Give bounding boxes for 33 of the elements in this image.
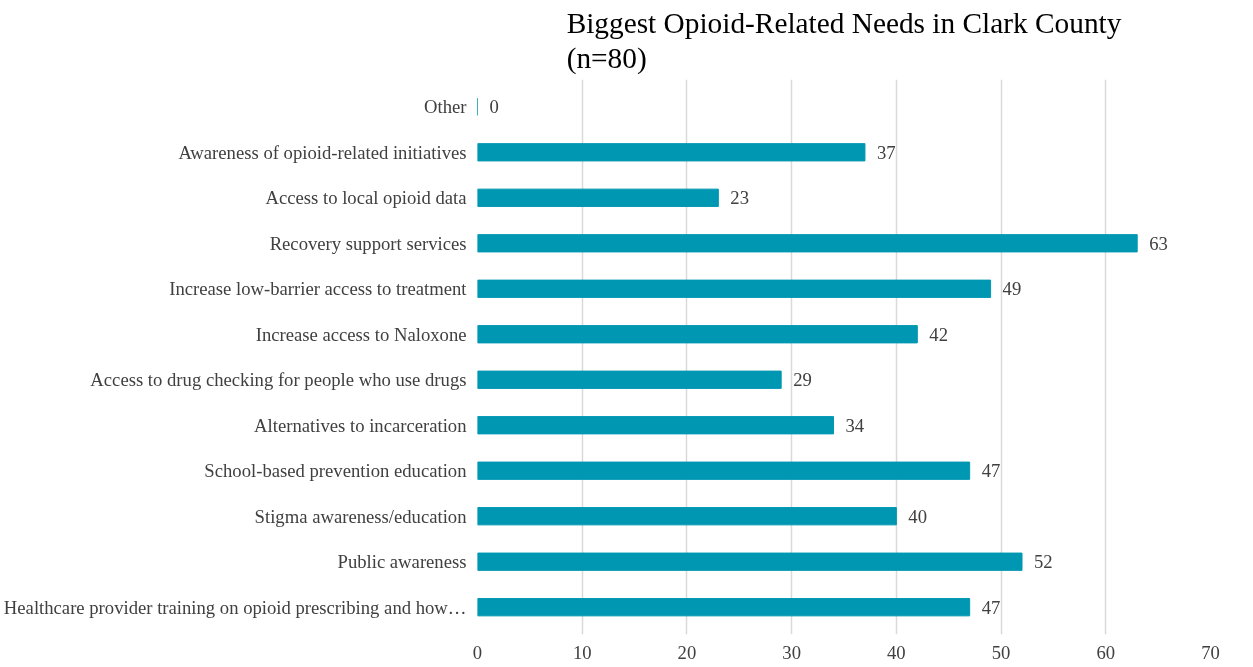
y-tick-label: Alternatives to incarceration — [254, 414, 468, 436]
data-label: 63 — [1149, 232, 1168, 254]
data-label: 52 — [1034, 551, 1053, 573]
x-tick-label: 60 — [1096, 641, 1116, 663]
y-tick-label: Stigma awareness/education — [254, 505, 468, 527]
data-label: 49 — [1002, 278, 1022, 300]
y-tick-label: Access to drug checking for people who use drugs — [90, 369, 467, 391]
data-label: 23 — [730, 187, 749, 209]
data-label: 42 — [929, 323, 948, 345]
x-tick-label: 20 — [677, 641, 697, 663]
data-label: 34 — [845, 414, 865, 436]
chart-title: Biggest Opioid-Related Needs in Clark County (n=80) — [566, 7, 1122, 76]
y-tick-label: Awareness of opioid-related initiatives — [178, 141, 467, 163]
data-label: 47 — [981, 460, 1001, 482]
x-tick-label: 30 — [782, 641, 801, 663]
x-tick-label: 70 — [1201, 641, 1220, 663]
y-tick-label: Access to local opioid data — [265, 187, 468, 209]
y-tick-label: Other — [424, 96, 468, 118]
y-tick-label: Healthcare provider training on opioid prescribing and how… — [3, 596, 467, 618]
y-tick-label: Increase low-barrier access to treatment — [169, 278, 468, 300]
x-tick-label: 0 — [472, 641, 483, 663]
x-tick-label: 40 — [887, 641, 906, 663]
y-tick-label: Public awareness — [337, 551, 467, 573]
data-label: 47 — [981, 596, 1001, 618]
data-label: 29 — [793, 369, 812, 391]
x-tick-label: 50 — [991, 641, 1011, 663]
x-tick-label: 10 — [572, 641, 592, 663]
y-tick-label: Recovery support services — [269, 232, 467, 254]
y-tick-label: Increase access to Naloxone — [255, 323, 467, 345]
data-label: 37 — [876, 141, 896, 163]
data-label: 0 — [489, 96, 499, 118]
y-tick-label: School-based prevention education — [204, 460, 468, 482]
data-label: 40 — [908, 505, 928, 527]
